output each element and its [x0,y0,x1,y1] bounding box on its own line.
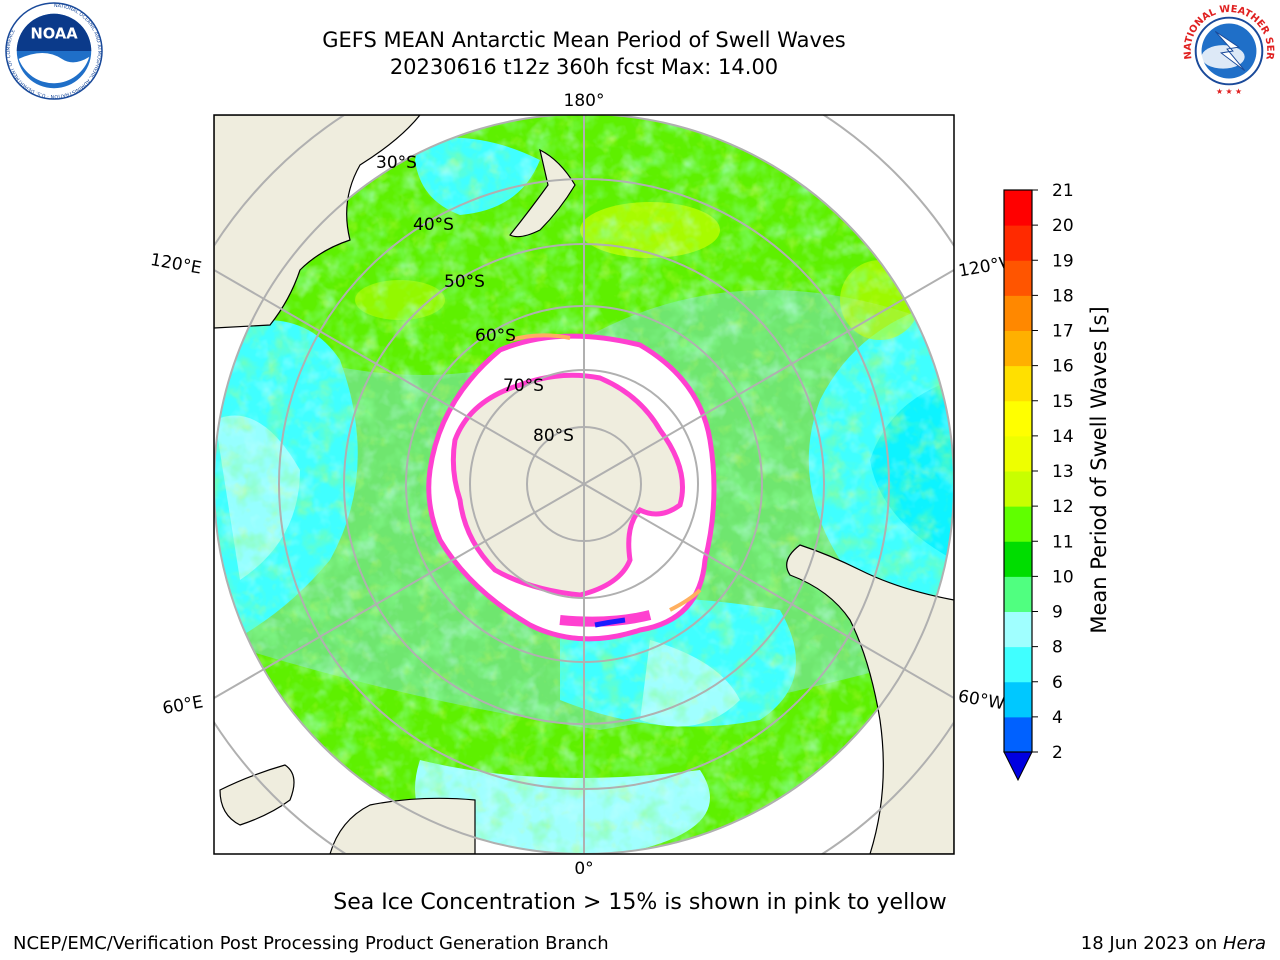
colorbar-label: Mean Period of Swell Waves [s] [1087,306,1111,633]
colorbar-segment [1004,190,1032,226]
chart-title: GEFS MEAN Antarctic Mean Period of Swell… [322,28,846,52]
footer-credit: NCEP/EMC/Verification Post Processing Pr… [13,933,609,954]
colorbar-tick-label: 8 [1052,638,1063,658]
colorbar-extend-arrow [1003,751,1033,782]
colorbar-tick-label: 6 [1052,673,1063,693]
colorbar-tick-label: 17 [1052,322,1074,342]
colorbar-tick-label: 21 [1052,181,1074,201]
colorbar-segment [1004,295,1032,331]
colorbar-tick-label: 2 [1052,743,1063,763]
lat-label-60s: 60°S [475,326,516,346]
colorbar-segment [1004,260,1032,296]
lon-label-120e: 120°E [149,250,203,279]
colorbar-tick-label: 19 [1052,251,1074,271]
lat-label-40s: 40°S [413,215,454,235]
nws-logo: NATIONAL WEATHER SERVICE ★ ★ ★ [1180,2,1277,99]
colorbar-tick-label: 15 [1052,392,1074,412]
footer-date: 18 Jun 2023 on Hera [1081,933,1266,954]
sea-ice-caption: Sea Ice Concentration > 15% is shown in … [333,890,947,915]
colorbar-segment [1004,365,1032,402]
colorbar-segment [1004,225,1032,261]
lat-label-50s: 50°S [444,272,485,292]
map-area [214,115,954,854]
noaa-wordmark: NOAA [30,25,78,42]
lon-label-60w: 60°W [957,686,1007,714]
footer-host: Hera [1222,933,1266,954]
lat-label-70s: 70°S [503,376,544,396]
colorbar-tick-label: 4 [1052,708,1063,728]
noaa-logo: NOAA NATIONAL OCEANIC AND ATMOSPHERIC AD… [5,2,103,100]
colorbar-segment [1004,541,1032,577]
colorbar-segment [1004,716,1032,753]
colorbar-segment [1004,646,1032,683]
colorbar-tick-label: 14 [1052,427,1074,447]
colorbar-segment [1004,576,1032,612]
colorbar-tick-label: 20 [1052,216,1074,236]
australia [214,115,421,329]
colorbar-tick-label: 16 [1052,357,1074,377]
longitude-gridlines [214,115,954,854]
colorbar-segment [1004,400,1032,437]
colorbar-tick-label: 11 [1052,532,1074,552]
colorbar-segment [1004,506,1032,542]
colorbar-segment [1004,471,1032,507]
lat-label-80s: 80°S [533,426,574,446]
colorbar-tick-label: 12 [1052,497,1074,517]
svg-text:★ ★ ★: ★ ★ ★ [1216,87,1242,96]
colorbar-segment [1004,435,1032,472]
madagascar [219,764,295,826]
lat-label-30s: 30°S [376,153,417,173]
footer-date-text: 18 Jun 2023 on [1080,933,1223,954]
chart-subtitle: 20230616 t12z 360h fcst Max: 14.00 [389,55,779,79]
sea-ice-zone [426,333,717,642]
lon-label-180: 180° [564,91,605,111]
colorbar-segment [1004,681,1032,718]
lon-label-60e: 60°E [161,692,205,719]
africa [329,797,476,854]
map-frame [213,114,955,855]
colorbar-segment [1004,611,1032,648]
colorbar-segment [1004,330,1032,367]
colorbar: 2 4 6 8 9 10 11 12 13 14 15 16 17 18 19 20 21 [1003,181,1074,782]
colorbar-tick-label: 10 [1052,567,1074,587]
colorbar-tick-label: 9 [1052,603,1063,623]
new-zealand [509,148,576,238]
colorbar-tick-label: 13 [1052,462,1074,482]
colorbar-tick-label: 18 [1052,286,1074,306]
lon-label-0: 0° [574,859,593,879]
